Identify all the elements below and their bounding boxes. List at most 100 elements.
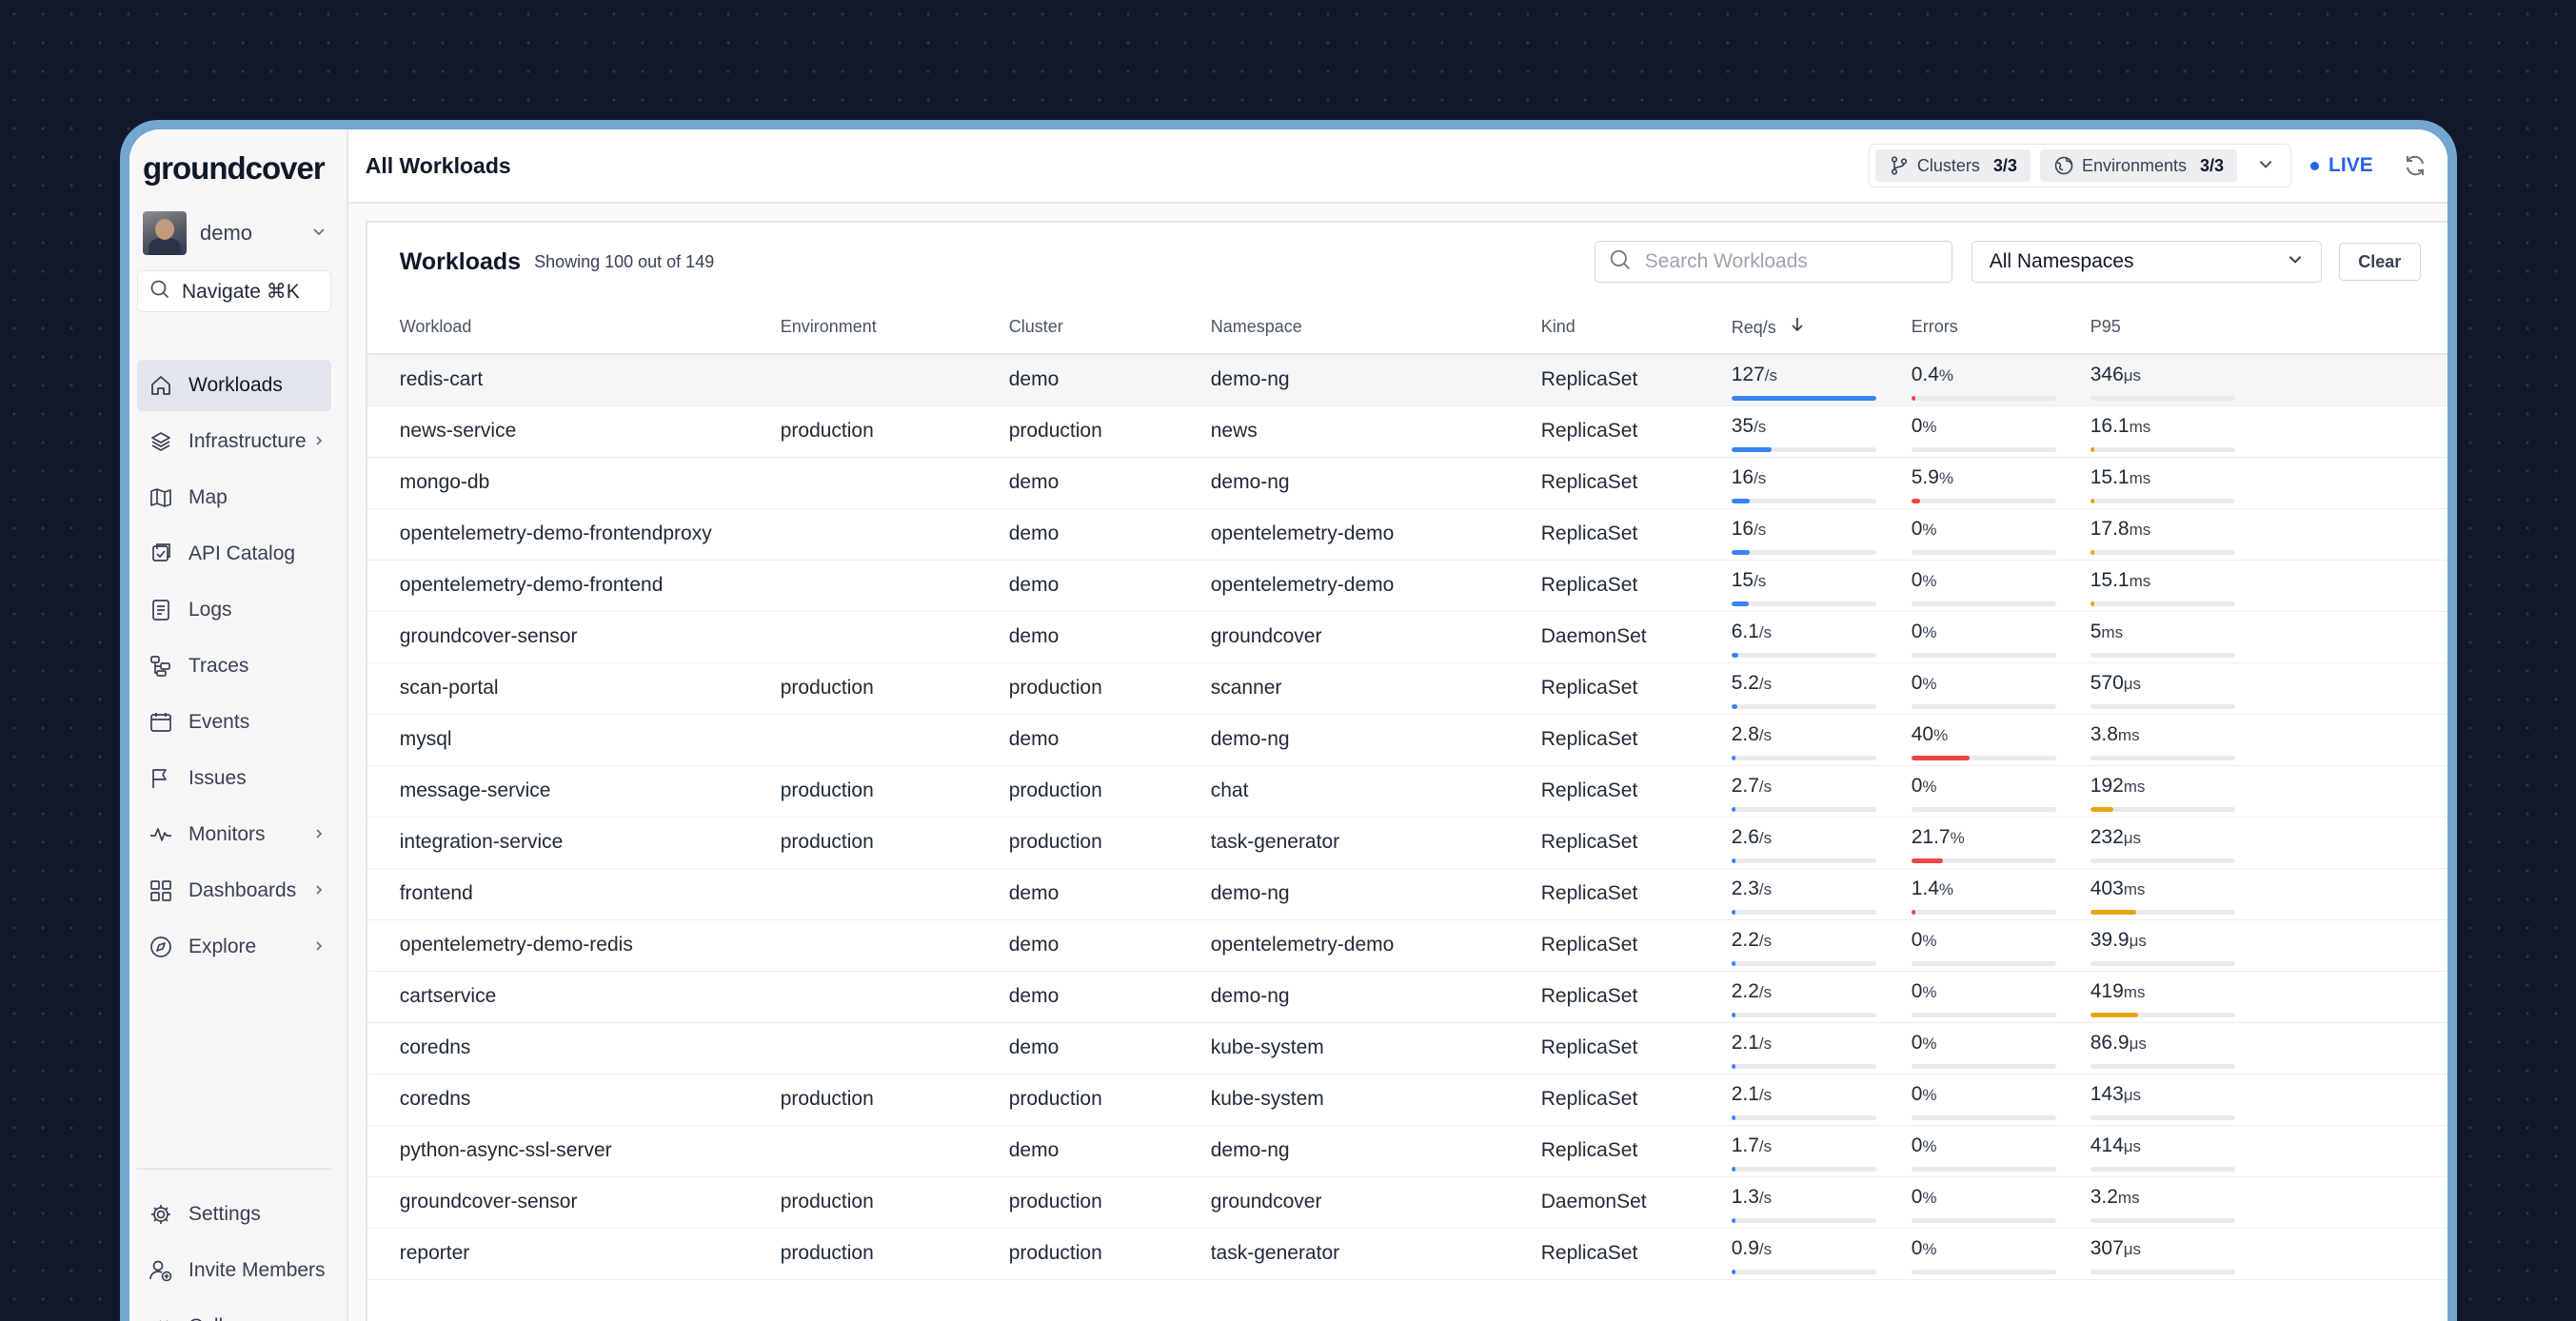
cluster-cell: demo (1008, 714, 1211, 766)
workload-cell[interactable]: python-async-ssl-server (367, 1125, 781, 1177)
err-bar (1911, 1013, 2056, 1017)
column-header-cluster[interactable]: Cluster (1008, 301, 1211, 355)
top-bar: All Workloads Clusters 3/3 Environments … (347, 129, 2447, 204)
column-header-namespace[interactable]: Namespace (1210, 301, 1541, 355)
user-menu[interactable]: demo (137, 209, 331, 257)
sidebar-item-monitors[interactable]: Monitors (137, 809, 331, 860)
workload-cell[interactable]: scan-portal (367, 662, 781, 715)
chevron-down-icon[interactable] (2247, 155, 2285, 177)
workload-cell[interactable]: mysql (367, 714, 781, 766)
req-metric: 2.3/s (1731, 875, 1912, 915)
column-header-errors[interactable]: Errors (1911, 301, 2091, 355)
req-unit: /s (1764, 366, 1777, 385)
workload-cell[interactable]: groundcover-sensor (367, 611, 781, 663)
table-row[interactable]: frontend demo demo-ng ReplicaSet 2.3/s 1.4% 40… (367, 868, 2447, 920)
environment-cell (780, 611, 1009, 663)
err-unit: % (1922, 572, 1937, 590)
workload-cell[interactable]: coredns (367, 1074, 781, 1126)
sidebar-item-events[interactable]: Events (137, 697, 331, 748)
invite-members-button[interactable]: Invite Members (137, 1245, 331, 1296)
err-bar (1911, 910, 2056, 915)
table-row[interactable]: opentelemetry-demo-frontend demo opentelem… (367, 560, 2447, 612)
sidebar-item-workloads[interactable]: Workloads (137, 360, 331, 411)
workload-cell[interactable]: reporter (367, 1228, 781, 1280)
navigate-command-button[interactable]: Navigate ⌘K (137, 270, 331, 312)
workload-cell[interactable]: cartservice (367, 971, 781, 1023)
p95-metric: 192ms (2090, 772, 2447, 812)
cluster-cell: demo (1008, 1125, 1211, 1177)
workload-cell[interactable]: news-service (367, 405, 781, 458)
table-row[interactable]: opentelemetry-demo-frontendproxy demo open… (367, 508, 2447, 561)
column-header-p95[interactable]: P95 (2090, 301, 2447, 355)
live-toggle[interactable]: LIVE (2310, 154, 2373, 177)
workload-cell[interactable]: groundcover-sensor (367, 1176, 781, 1229)
workload-cell[interactable]: message-service (367, 765, 781, 818)
column-header-kind[interactable]: Kind (1540, 301, 1732, 355)
table-row[interactable]: integration-service production production t… (367, 817, 2447, 869)
environments-filter[interactable]: Environments 3/3 (2039, 149, 2238, 182)
clear-button[interactable]: Clear (2338, 243, 2421, 281)
p95-value: 232 (2090, 826, 2124, 848)
req-unit: /s (1754, 572, 1767, 590)
req-bar-fill (1731, 1013, 1736, 1017)
p95-value: 15.1 (2090, 569, 2130, 591)
p95-cell: 3.8ms (2090, 714, 2447, 766)
sidebar-item-dashboards[interactable]: Dashboards (137, 865, 331, 917)
sidebar-nav: Workloads Infrastructure Map API Catalog Log… (137, 360, 331, 977)
p95-cell: 39.9μs (2090, 919, 2447, 972)
p95-cell: 414μs (2090, 1125, 2447, 1177)
p95-bar (2090, 704, 2235, 709)
kind-cell: ReplicaSet (1540, 971, 1732, 1023)
req-unit: /s (1758, 983, 1773, 1001)
workload-cell[interactable]: coredns (367, 1022, 781, 1075)
table-row[interactable]: coredns demo kube-system ReplicaSet 2.1/s 0% 8… (367, 1022, 2447, 1075)
traces-icon (147, 652, 175, 680)
workload-cell[interactable]: integration-service (367, 817, 781, 869)
sidebar-item-api-catalog[interactable]: API Catalog (137, 528, 331, 580)
table-row[interactable]: news-service production production news Repl… (367, 405, 2447, 458)
workload-cell[interactable]: opentelemetry-demo-redis (367, 919, 781, 972)
table-row[interactable]: mongo-db demo demo-ng ReplicaSet 16/s 5.9% 15.… (367, 457, 2447, 509)
table-row[interactable]: groundcover-sensor demo groundcover DaemonS… (367, 611, 2447, 663)
sidebar-item-logs[interactable]: Logs (137, 584, 331, 636)
p95-cell: 86.9μs (2090, 1022, 2447, 1075)
table-row[interactable]: coredns production production kube-system Re… (367, 1074, 2447, 1126)
settings-button[interactable]: Settings (137, 1189, 331, 1240)
table-row[interactable]: groundcover-sensor production production gr… (367, 1176, 2447, 1229)
table-row[interactable]: scan-portal production production scanner Re… (367, 662, 2447, 715)
table-row[interactable]: cartservice demo demo-ng ReplicaSet 2.2/s 0% 4… (367, 971, 2447, 1023)
workload-cell[interactable]: mongo-db (367, 457, 781, 509)
sidebar-item-infrastructure[interactable]: Infrastructure (137, 416, 331, 467)
req-bar-fill (1731, 396, 1876, 402)
table-row[interactable]: redis-cart demo demo-ng ReplicaSet 127/s 0.4%… (367, 354, 2447, 406)
column-header-req-s[interactable]: Req/s (1731, 301, 1912, 355)
req-unit: /s (1758, 880, 1773, 898)
column-header-environment[interactable]: Environment (780, 301, 1009, 355)
workload-cell[interactable]: opentelemetry-demo-frontend (367, 560, 781, 612)
err-value: 1.4 (1911, 877, 1939, 899)
search-workloads-input[interactable] (1644, 250, 1931, 273)
sidebar-item-label: Workloads (188, 374, 283, 396)
sidebar-item-map[interactable]: Map (137, 472, 331, 523)
sidebar-item-traces[interactable]: Traces (137, 641, 331, 692)
workload-cell[interactable]: redis-cart (367, 354, 781, 406)
sidebar-item-explore[interactable]: Explore (137, 921, 331, 973)
column-header-workload[interactable]: Workload (367, 301, 781, 355)
refresh-button[interactable] (2398, 148, 2432, 183)
table-row[interactable]: python-async-ssl-server demo demo-ng Replic… (367, 1125, 2447, 1177)
sidebar-item-issues[interactable]: Issues (137, 753, 331, 804)
collapse-button[interactable]: Collapse (137, 1301, 331, 1321)
clusters-filter[interactable]: Clusters 3/3 (1874, 149, 2031, 182)
namespace-cell: demo-ng (1210, 971, 1541, 1023)
p95-cell: 15.1ms (2090, 560, 2447, 612)
table-row[interactable]: reporter production production task-generat… (367, 1228, 2447, 1280)
namespace-select[interactable]: All Namespaces (1971, 241, 2322, 283)
table-row[interactable]: opentelemetry-demo-redis demo opentelemetr… (367, 919, 2447, 972)
req-bar (1731, 910, 1876, 915)
table-row[interactable]: message-service production production chat R… (367, 765, 2447, 818)
req-unit: /s (1758, 623, 1773, 641)
workload-cell[interactable]: frontend (367, 868, 781, 920)
workload-cell[interactable]: opentelemetry-demo-frontendproxy (367, 508, 781, 561)
sidebar-item-label: Collapse (188, 1315, 331, 1321)
